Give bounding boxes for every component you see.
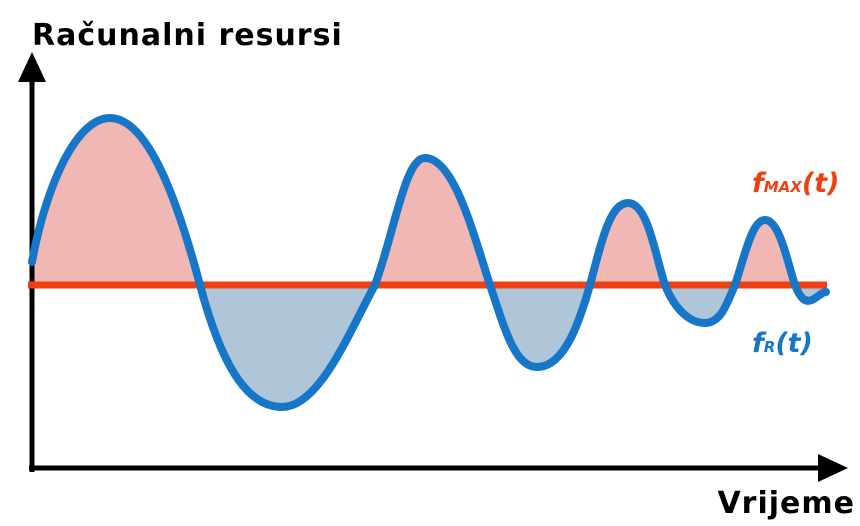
resources-label-base: f — [752, 328, 767, 359]
area-above — [32, 118, 826, 285]
max-label-base: f — [752, 168, 767, 199]
max-label-sub: MAX — [764, 178, 804, 196]
max-label: fMAX(t) — [752, 168, 839, 199]
resources-label-arg: (t) — [775, 328, 813, 359]
resource-curve — [28, 113, 830, 412]
resources-label-sub: R — [764, 338, 776, 356]
area-below — [32, 285, 826, 407]
x-axis-arrow — [818, 454, 848, 482]
y-axis-arrow — [18, 52, 46, 82]
y-axis-label: Računalni resursi — [32, 18, 343, 53]
resources-label: fR(t) — [752, 328, 813, 359]
x-axis-label: Vrijeme — [717, 486, 855, 521]
max-label-arg: (t) — [802, 168, 840, 199]
